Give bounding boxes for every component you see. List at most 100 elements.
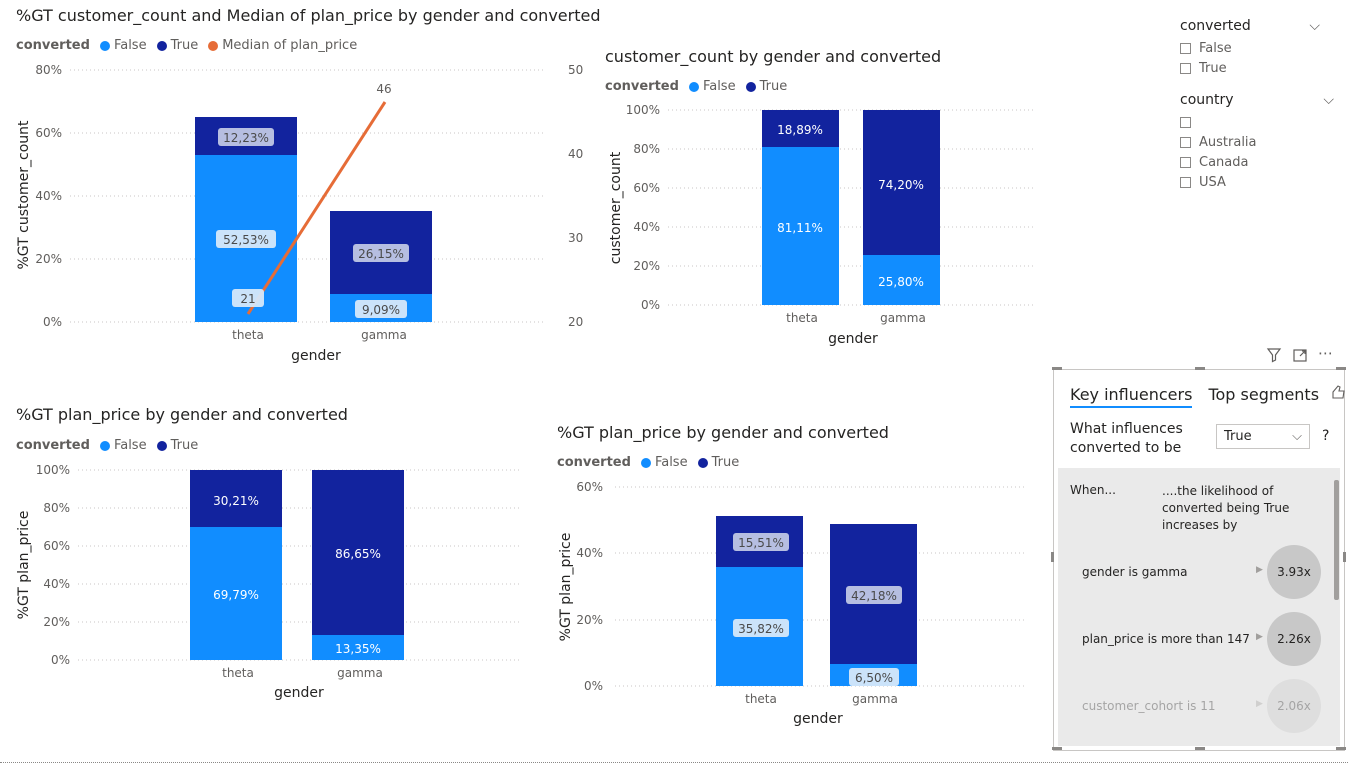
legend-item-false[interactable]: False [99,438,147,453]
svg-text:81,11%: 81,11% [777,221,823,235]
ki-value-dropdown[interactable]: True ⌵ [1216,424,1310,449]
line-label: 46 [376,82,391,96]
focus-mode-icon[interactable] [1292,347,1308,367]
checkbox [1180,176,1191,188]
legend-item-median[interactable]: Median of plan_price [208,38,357,53]
legend-title: converted [16,38,90,53]
line-label: 21 [240,292,255,306]
svg-text:20%: 20% [43,615,70,629]
ki-bubble: 2.26x [1267,612,1321,666]
legend-item-true[interactable]: True [156,38,198,53]
ki-item[interactable]: gender is gamma ▶ 3.93x [1058,543,1328,603]
svg-text:15,51%: 15,51% [738,536,784,550]
slicer-option[interactable]: Canada [1180,152,1340,172]
svg-text:30,21%: 30,21% [213,494,259,508]
svg-text:gamma: gamma [880,311,926,325]
scrollbar-thumb[interactable] [1334,480,1339,600]
tab-key-influencers[interactable]: Key influencers [1070,385,1193,408]
y-tick: 40% [35,189,62,203]
ki-item[interactable]: customer_cohort is 11 ▶ 2.06x [1058,677,1328,737]
bar-gamma-true [312,470,404,635]
svg-text:60%: 60% [633,181,660,195]
y2-tick: 30 [568,231,583,245]
filter-icon[interactable] [1266,347,1282,367]
tab-top-segments[interactable]: Top segments [1208,385,1320,404]
svg-text:0%: 0% [51,653,70,667]
svg-text:%GT plan_price: %GT plan_price [558,533,574,642]
legend-item-true[interactable]: True [697,455,739,470]
chevron-down-icon[interactable]: ⌵ [1309,18,1320,34]
slicer-converted: converted ⌵ False True [1180,18,1340,78]
svg-text:35,82%: 35,82% [738,622,784,636]
chevron-down-icon[interactable]: ⌵ [1323,92,1334,108]
svg-text:86,65%: 86,65% [335,547,381,561]
more-options-icon[interactable]: ⋯ [1318,344,1333,362]
checkbox [1180,116,1191,128]
chart1-svg: 80% 60% 40% 20% 0% 50 40 30 20 %GT custo… [16,63,583,364]
y2-tick: 40 [568,147,583,161]
bar-theta-false [190,527,282,660]
slicer-option[interactable]: True [1180,58,1340,78]
chevron-down-icon: ⌵ [1292,429,1302,444]
y-tick: 60% [35,126,62,140]
bar-gamma-false [312,635,404,660]
svg-text:25,80%: 25,80% [878,275,924,289]
chart2-legend: converted False True [605,79,788,94]
chart4-svg: 60% 40% 20% 0% %GT plan_price 15,51% 35,… [558,480,1025,727]
slicer-option[interactable]: Australia [1180,132,1340,152]
svg-text:69,79%: 69,79% [213,588,259,602]
y2-tick: 50 [568,63,583,77]
svg-text:6,50%: 6,50% [855,671,893,685]
ki-item[interactable]: plan_price is more than 147 ▶ 2.26x [1058,610,1328,670]
legend-item-true[interactable]: True [745,79,787,94]
svg-text:gamma: gamma [337,666,383,680]
checkbox [1180,62,1191,74]
slicer-option[interactable]: False [1180,38,1340,58]
chart3-legend: converted False True [16,438,199,453]
svg-text:40%: 40% [43,577,70,591]
legend-item-false[interactable]: False [688,79,736,94]
svg-text:20%: 20% [576,613,603,627]
help-icon[interactable]: ? [1322,428,1330,444]
svg-text:theta: theta [786,311,818,325]
chart1-legend: converted False True Median of plan_pric… [16,38,361,53]
ki-list: When... ....the likelihood of converted … [1058,468,1340,746]
svg-text:18,89%: 18,89% [777,123,823,137]
ki-when-label: When... [1070,483,1116,497]
ki-tabs: Key influencers Top segments [1070,385,1319,408]
svg-text:0%: 0% [584,679,603,693]
svg-text:gamma: gamma [852,692,898,706]
chart2-title: customer_count by gender and converted [605,47,942,66]
y-tick: 0% [43,315,62,329]
checkbox [1180,156,1191,168]
legend-item-true[interactable]: True [156,438,198,453]
svg-text:gender: gender [828,331,878,347]
ki-bubble: 2.06x [1267,679,1321,733]
ki-likelihood-label: ....the likelihood of converted being Tr… [1162,484,1290,532]
slicer-option[interactable] [1180,112,1340,132]
slicer-option[interactable]: USA [1180,172,1340,192]
svg-text:13,35%: 13,35% [335,642,381,656]
bar-gamma-false [863,255,940,305]
data-label: 26,15% [358,247,404,261]
svg-text:100%: 100% [626,103,660,117]
svg-text:60%: 60% [576,480,603,494]
svg-text:80%: 80% [633,142,660,156]
y-tick: 20% [35,252,62,266]
legend-item-false[interactable]: False [640,455,688,470]
svg-text:42,18%: 42,18% [851,589,897,603]
slicer-title: country [1180,92,1234,108]
ki-bubble: 3.93x [1267,545,1321,599]
x-axis-label: gender [291,348,341,364]
bar-gamma-true [863,110,940,255]
y-axis-label: %GT customer_count [16,120,32,270]
visual-header: ⋯ [1266,344,1333,367]
svg-text:%GT plan_price: %GT plan_price [16,511,32,620]
svg-text:gender: gender [274,685,324,701]
svg-text:80%: 80% [43,501,70,515]
legend-item-false[interactable]: False [99,38,147,53]
data-label: 9,09% [362,303,400,317]
checkbox [1180,136,1191,148]
thumbs-up-icon[interactable] [1332,384,1346,404]
bar-theta-true [762,110,839,147]
